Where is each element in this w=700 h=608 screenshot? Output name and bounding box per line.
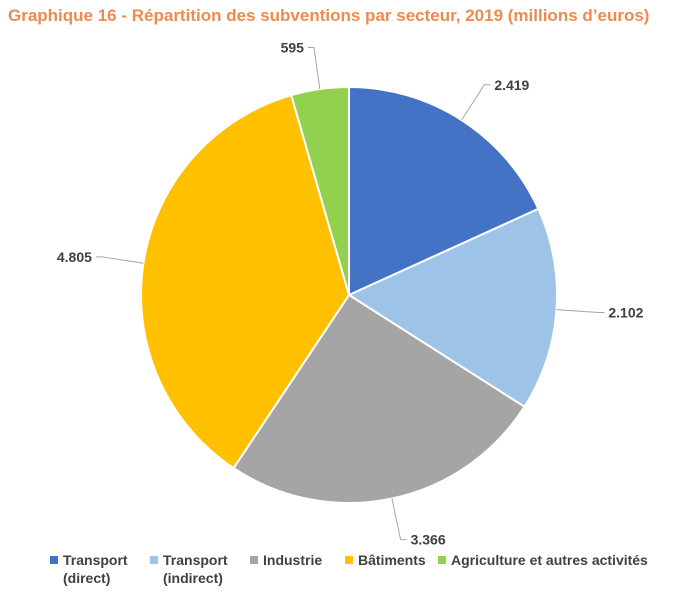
leader-line	[95, 256, 144, 264]
pie-slice-agriculture-et-autres-activites	[290, 85, 350, 296]
data-label: 2.102	[608, 305, 643, 321]
pie-slice-batiments	[140, 93, 351, 470]
leader-line	[556, 309, 605, 314]
leader-line	[461, 84, 491, 121]
legend-item-industrie: Industrie	[250, 551, 322, 569]
legend-label: Agriculture et autres activités	[451, 552, 648, 568]
chart-legend: Transport (direct) Transport (indirect) In…	[50, 551, 690, 601]
legend-swatch	[50, 556, 58, 564]
data-label: 2.419	[494, 77, 529, 93]
legend-item-transport-indirect: Transport (indirect)	[150, 551, 228, 587]
legend-swatch	[150, 556, 158, 564]
leader-line	[307, 46, 321, 90]
legend-item-agriculture-et-autres-activites: Agriculture et autres activités	[438, 551, 648, 569]
legend-swatch	[250, 556, 258, 564]
chart-title: Graphique 16 - Répartition des subventio…	[8, 6, 650, 25]
legend-label: Transport (indirect)	[163, 552, 228, 586]
legend-label: Industrie	[263, 552, 323, 568]
legend-label: Transport (direct)	[63, 552, 128, 586]
data-label: 595	[281, 39, 305, 55]
legend-label: Bâtiments	[358, 552, 426, 568]
pie-slice-transport-direct	[348, 85, 540, 297]
legend-swatch	[438, 556, 446, 564]
data-label: 3.366	[411, 532, 446, 545]
pie-slice-industrie	[232, 293, 526, 504]
legend-item-batiments: Bâtiments	[345, 551, 426, 569]
legend-swatch	[345, 556, 353, 564]
data-label: 4.805	[57, 249, 92, 265]
pie-chart: 2.419 2.102 3.366 4.805 595	[57, 39, 644, 545]
legend-item-transport-direct: Transport (direct)	[50, 551, 128, 587]
leader-line	[391, 498, 407, 541]
